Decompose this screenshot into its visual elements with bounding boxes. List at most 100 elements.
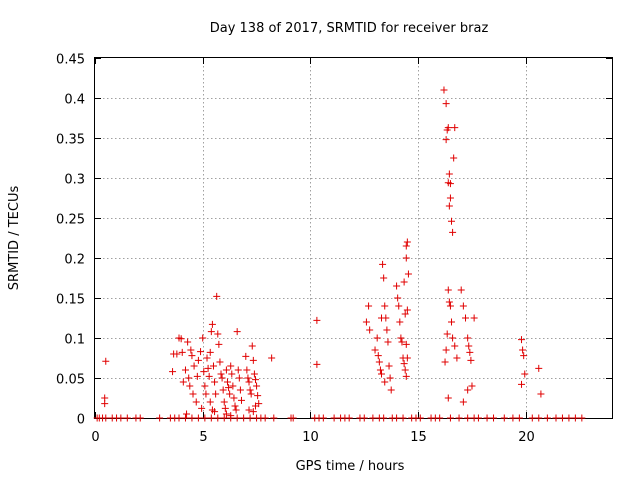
data-point <box>102 357 110 365</box>
data-point <box>249 408 257 416</box>
data-point <box>251 402 259 410</box>
y-tick-label: 0 <box>77 413 85 428</box>
y-tick-label: 0.45 <box>56 53 85 68</box>
data-point <box>395 302 403 310</box>
data-point <box>248 342 256 350</box>
data-point <box>440 86 448 94</box>
data-point <box>369 414 377 422</box>
chart-title: Day 138 of 2017, SRMTID for receiver bra… <box>210 21 489 36</box>
data-point <box>455 414 463 422</box>
data-point <box>466 348 474 356</box>
data-point <box>212 390 220 398</box>
data-point <box>467 356 475 364</box>
data-point <box>468 382 476 390</box>
data-point <box>217 370 225 378</box>
data-point <box>500 414 508 422</box>
data-point <box>226 390 234 398</box>
data-point <box>402 242 410 250</box>
data-point <box>222 366 230 374</box>
data-point <box>227 362 235 370</box>
data-point <box>243 366 251 374</box>
data-point <box>474 414 482 422</box>
data-point <box>378 314 386 322</box>
data-point <box>400 278 408 286</box>
data-point <box>206 398 214 406</box>
data-point <box>464 414 472 422</box>
data-point <box>169 368 177 376</box>
data-point <box>242 352 250 360</box>
axis-ticks: 0 0.05 0.1 0.15 0.2 0.25 0.3 0.35 0.4 0.45 0 5 10 15 2… <box>56 53 612 445</box>
data-point <box>445 170 453 178</box>
data-point <box>209 362 217 370</box>
y-tick-label: 0.2 <box>64 253 85 268</box>
data-point <box>404 270 412 278</box>
data-point <box>528 414 536 422</box>
data-point <box>187 346 195 354</box>
data-point <box>251 376 259 384</box>
data-point <box>245 378 253 386</box>
data-point <box>571 414 579 422</box>
data-point <box>123 414 131 422</box>
data-point <box>313 360 321 368</box>
x-tick-label: 10 <box>302 430 319 445</box>
data-point <box>181 414 189 422</box>
data-point <box>457 286 465 294</box>
data-point <box>401 366 409 374</box>
data-point <box>268 354 276 362</box>
data-point <box>136 414 144 422</box>
data-point <box>185 374 193 382</box>
data-point <box>578 414 586 422</box>
data-point <box>245 406 253 414</box>
data-point <box>398 338 406 346</box>
data-point <box>246 386 254 394</box>
data-point <box>448 318 456 326</box>
data-point <box>330 414 338 422</box>
data-point <box>444 124 452 132</box>
data-point <box>190 362 198 370</box>
data-point <box>399 414 407 422</box>
data-point <box>362 318 370 326</box>
data-point <box>366 326 374 334</box>
data-point <box>381 302 389 310</box>
data-point <box>202 390 210 398</box>
data-point <box>371 346 379 354</box>
data-point <box>220 414 228 422</box>
data-point <box>240 414 248 422</box>
data-point <box>102 414 110 422</box>
data-point <box>448 217 456 225</box>
data-point <box>436 414 444 422</box>
data-point <box>184 338 192 346</box>
data-point <box>207 328 215 336</box>
data-point <box>218 374 226 382</box>
data-point <box>208 320 216 328</box>
data-point <box>231 402 239 410</box>
data-point <box>519 346 527 354</box>
y-tick-label: 0.1 <box>64 333 85 348</box>
data-point <box>319 414 327 422</box>
data-point <box>396 318 404 326</box>
data-point <box>442 100 450 108</box>
data-point <box>249 356 257 364</box>
data-point <box>445 202 453 210</box>
data-point <box>443 330 451 338</box>
x-axis-label: GPS time / hours <box>296 459 405 474</box>
data-point <box>446 414 454 422</box>
data-point <box>451 124 459 132</box>
data-point <box>201 414 209 422</box>
data-point <box>254 392 262 400</box>
data-point <box>376 366 384 374</box>
data-point <box>444 394 452 402</box>
y-tick-label: 0.35 <box>56 133 85 148</box>
data-point <box>313 316 321 324</box>
data-point <box>449 228 457 236</box>
data-point <box>236 386 244 394</box>
data-point <box>403 354 411 362</box>
data-point <box>403 238 411 246</box>
data-point <box>189 390 197 398</box>
x-tick-label: 0 <box>91 430 99 445</box>
data-point <box>464 386 472 394</box>
data-point <box>156 414 164 422</box>
data-point <box>378 370 386 378</box>
data-point <box>450 154 458 162</box>
data-point <box>233 328 241 336</box>
